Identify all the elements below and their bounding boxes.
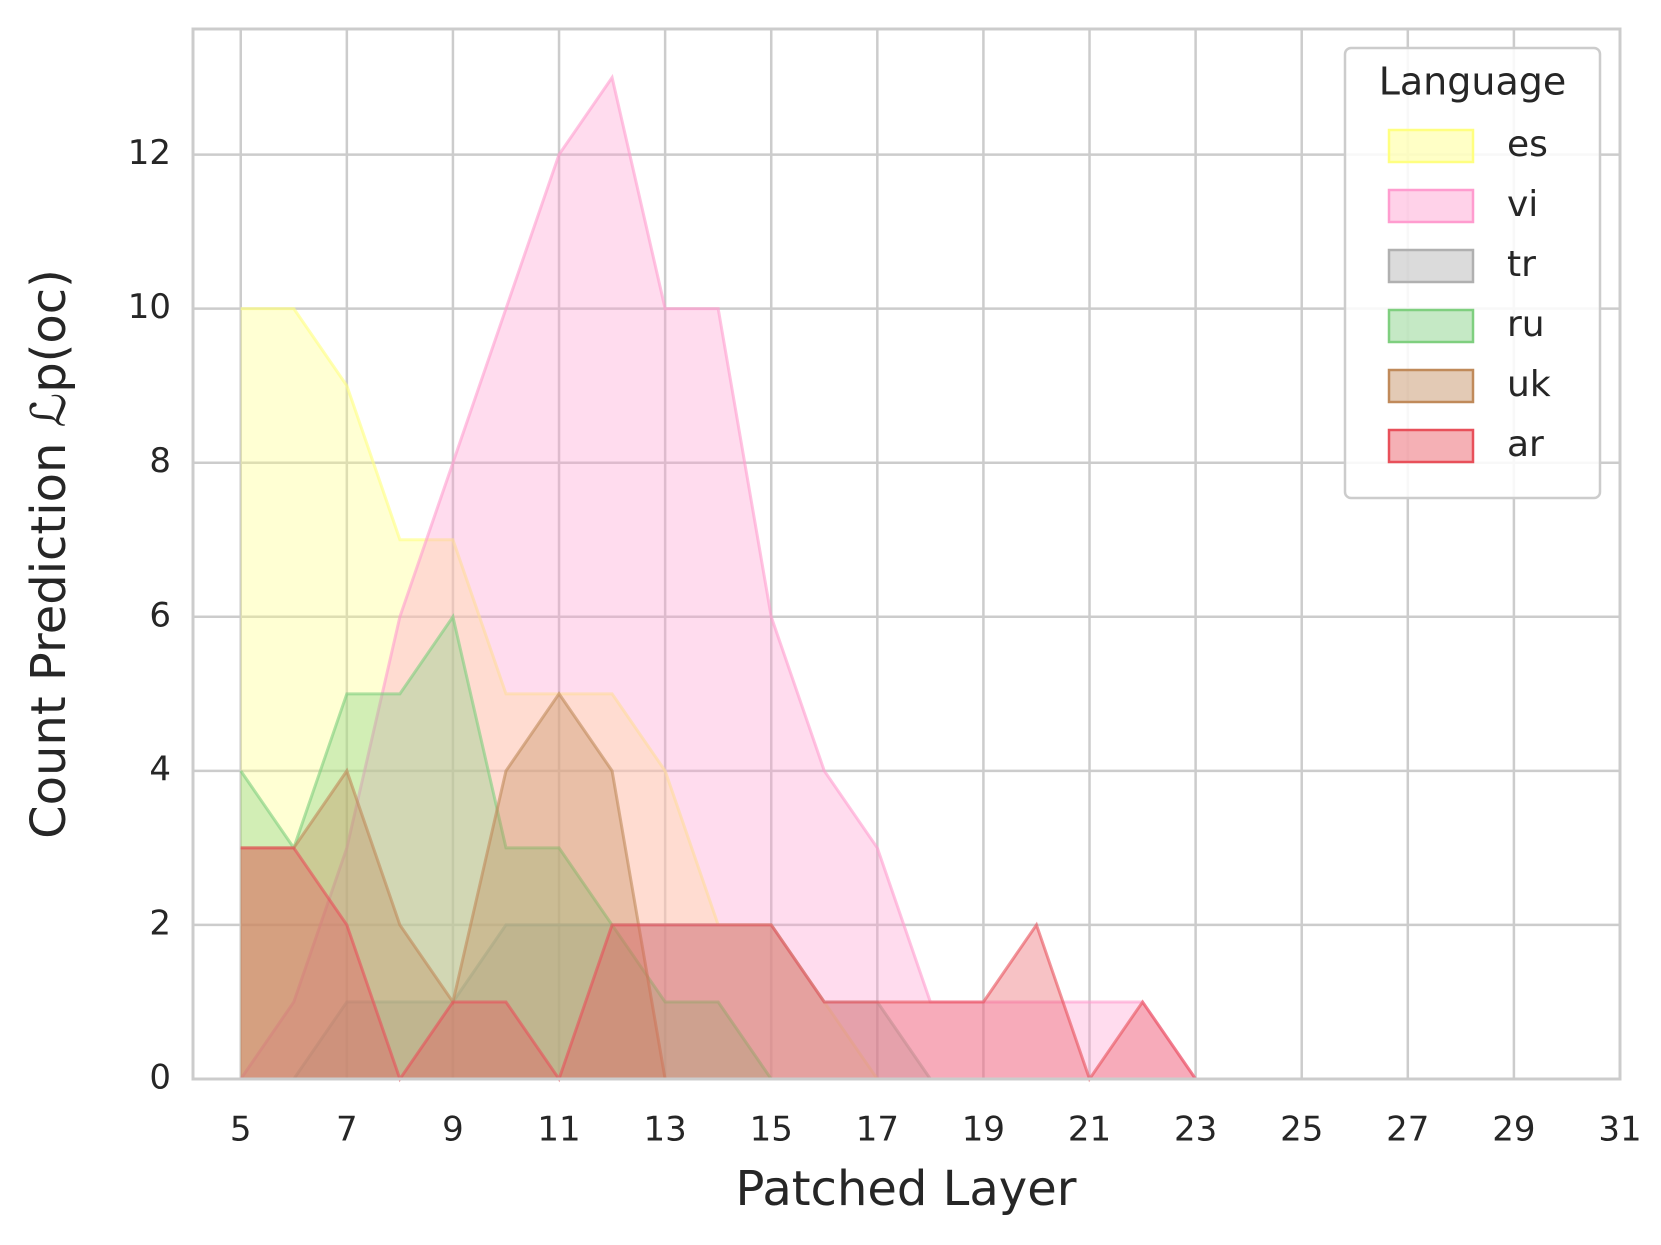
y-tick-label: 8 xyxy=(149,441,171,481)
x-tick-label: 5 xyxy=(230,1110,252,1150)
x-tick-label: 13 xyxy=(643,1110,686,1150)
y-tick-label: 2 xyxy=(149,903,171,943)
area xyxy=(240,693,666,1079)
x-tick-label: 7 xyxy=(336,1110,358,1150)
x-axis-label: Patched Layer xyxy=(736,1161,1077,1217)
y-tick-label: 4 xyxy=(149,749,171,789)
legend-swatch xyxy=(1387,128,1475,164)
legend-label: uk xyxy=(1507,364,1551,405)
legend-swatch xyxy=(1387,188,1475,224)
area xyxy=(240,847,1196,1079)
x-tick-label: 17 xyxy=(856,1110,899,1150)
area-edge xyxy=(239,73,1197,1080)
x-tick-label: 29 xyxy=(1492,1110,1535,1150)
y-tick-label: 6 xyxy=(149,595,171,635)
x-tick-label: 21 xyxy=(1068,1110,1111,1150)
legend-label: tr xyxy=(1507,244,1536,285)
x-tick-label: 15 xyxy=(750,1110,793,1150)
legend-title: Language xyxy=(1379,60,1567,104)
x-tick-label: 9 xyxy=(442,1110,464,1150)
x-tick-label: 19 xyxy=(962,1110,1005,1150)
legend-swatch xyxy=(1387,308,1475,344)
legend-swatch xyxy=(1387,428,1475,464)
x-tick-label: 25 xyxy=(1280,1110,1323,1150)
area-edge xyxy=(239,613,773,1080)
x-tick-label: 27 xyxy=(1386,1110,1429,1150)
legend-swatch xyxy=(1387,368,1475,404)
plot-frame xyxy=(191,27,1622,1081)
legend-label: ru xyxy=(1507,304,1545,345)
legend-label: es xyxy=(1507,124,1548,165)
legend-label: vi xyxy=(1507,184,1538,225)
grid xyxy=(193,29,1622,1081)
x-tick-label: 31 xyxy=(1598,1110,1641,1150)
y-axis-label: Count Prediction ℒp(oc) xyxy=(21,269,77,839)
y-tick-label: 0 xyxy=(149,1058,171,1098)
y-tick-label: 10 xyxy=(128,287,171,327)
area xyxy=(240,77,1196,1079)
y-tick-label: 12 xyxy=(128,133,171,173)
legend-swatch xyxy=(1387,248,1475,284)
x-tick-label: 23 xyxy=(1174,1110,1217,1150)
legend-label: ar xyxy=(1507,424,1544,465)
x-tick-label: 11 xyxy=(537,1110,580,1150)
